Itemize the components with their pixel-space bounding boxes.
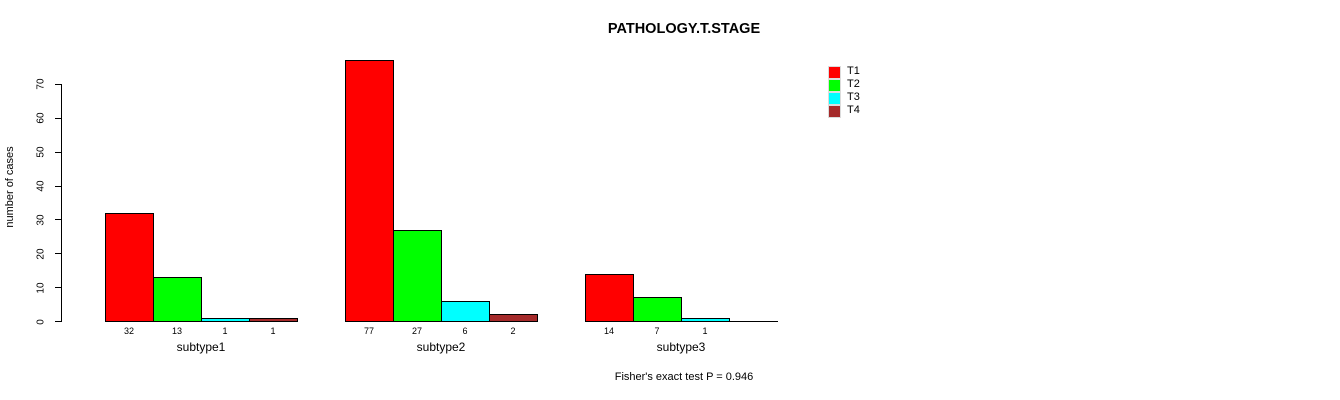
y-axis	[61, 83, 62, 322]
legend-swatch	[828, 79, 841, 92]
bar	[345, 60, 394, 322]
legend-swatch	[828, 66, 841, 79]
x-category-label: subtype3	[656, 340, 706, 354]
bar-value-label: 7	[654, 326, 660, 336]
bar-value-label: 14	[603, 326, 615, 336]
bar	[153, 277, 202, 322]
y-tick	[55, 219, 61, 221]
bar-value-label: 1	[702, 326, 708, 336]
legend-label: T2	[847, 78, 860, 90]
legend-swatch	[828, 92, 841, 105]
bar-value-label: 1	[222, 326, 228, 336]
chart-title: PATHOLOGY.T.STAGE	[607, 21, 761, 37]
bar	[393, 230, 442, 322]
x-category-label: subtype1	[176, 340, 226, 354]
y-tick	[55, 185, 61, 187]
legend-label: T1	[847, 65, 860, 77]
bar-value-label: 1	[270, 326, 276, 336]
bar-value-label: 2	[510, 326, 516, 336]
y-tick	[55, 83, 61, 85]
x-category-label: subtype2	[416, 340, 466, 354]
bar	[105, 213, 154, 322]
bar	[633, 297, 682, 322]
bar	[249, 318, 298, 322]
bar-value-label: 13	[171, 326, 183, 336]
y-tick	[55, 287, 61, 289]
bar	[441, 301, 490, 322]
legend-label: T4	[847, 104, 860, 116]
bar	[489, 314, 538, 322]
y-tick	[55, 321, 61, 322]
bar-value-label: 6	[462, 326, 468, 336]
legend-swatch	[828, 105, 841, 118]
bar-value-label: 27	[411, 326, 423, 336]
y-tick	[55, 253, 61, 255]
legend-label: T3	[847, 91, 860, 103]
bar	[585, 274, 634, 322]
y-tick	[55, 151, 61, 153]
bar-value-label: 32	[123, 326, 135, 336]
y-tick	[55, 117, 61, 119]
annotation-text: Fisher's exact test P = 0.946	[614, 371, 754, 383]
bar-value-label: 77	[363, 326, 375, 336]
bar	[681, 318, 730, 322]
